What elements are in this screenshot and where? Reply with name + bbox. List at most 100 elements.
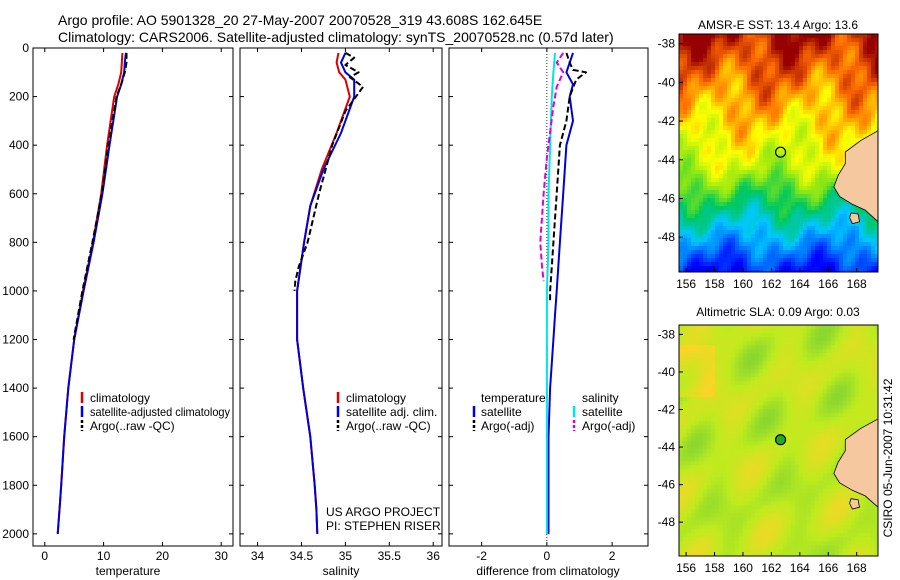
legend-header-salinity: salinity: [582, 391, 619, 405]
x-tick-label: 35: [339, 549, 353, 563]
y-tick-label: 600: [9, 187, 29, 201]
lat-tick-label: -44: [658, 440, 676, 454]
y-tick-label: 1200: [2, 333, 29, 347]
sst-map-lon-axis: 156 158 160 162 164 166 168: [676, 268, 867, 291]
lon-tick-label: 168: [847, 277, 867, 291]
new-zealand-land: [833, 130, 878, 223]
sla-map-lat-axis: -38 -40 -42 -44 -46 -48: [658, 327, 683, 529]
lat-tick-label: -38: [658, 327, 676, 341]
sst-heatmap: [679, 34, 878, 272]
lon-tick-label: 158: [705, 277, 725, 291]
lon-tick-label: 156: [676, 561, 696, 575]
lon-tick-label: 164: [790, 277, 810, 291]
salinity-x-axis: 34 34.5 35 35.5 36: [251, 48, 440, 563]
legend-label-argo: Argo(..raw -QC): [346, 419, 431, 433]
x-tick-label: 0: [544, 549, 551, 563]
x-tick-label: 0: [41, 549, 48, 563]
lon-tick-label: 158: [705, 561, 725, 575]
lat-tick-label: -40: [658, 75, 676, 89]
argo-float-position-marker: [774, 434, 787, 446]
new-zealand-land: [833, 418, 878, 508]
y-tick-label: 200: [9, 90, 29, 104]
y-tick-label: 0: [22, 41, 29, 55]
difference-panel: -2 0 2 difference from climatology tempera…: [448, 47, 649, 578]
salinity-legend: climatology satellite adj. clim. Argo(..…: [336, 391, 437, 433]
difference-xlabel: difference from climatology: [476, 564, 619, 578]
salinity-y-ticks: [240, 47, 442, 535]
x-tick-label: 34: [251, 549, 265, 563]
csiro-timestamp: CSIRO 05-Jun-2007 10:31:42: [881, 378, 895, 537]
figure-title-line2: Climatology: CARS2006. Satellite-adjuste…: [58, 29, 614, 45]
lat-tick-label: -44: [658, 153, 676, 167]
lat-tick-label: -38: [658, 37, 676, 51]
salinity-xlabel: salinity: [323, 564, 360, 578]
figure-title-line1: Argo profile: AO 5901328_20 27-May-2007 …: [58, 12, 543, 28]
sla-map-lon-axis: 156 158 160 162 164 166 168: [676, 552, 867, 575]
sst-map-panel: AMSR-E SST: 13.4 Argo: 13.6 -38 -40 -42 -44…: [658, 18, 879, 291]
legend-header-temperature: temperature: [481, 391, 546, 405]
y-tick-label: 400: [9, 138, 29, 152]
legend-label-satellite: satellite-adjusted climatology: [90, 405, 230, 419]
difference-x-axis: -2 0 2: [476, 48, 616, 563]
salinity-panel: 34 34.5 35 35.5 36 salinity climatology sate…: [239, 47, 443, 578]
lon-tick-label: 162: [761, 561, 781, 575]
series-line-temperature-argo: [549, 52, 587, 304]
lon-tick-label: 160: [733, 561, 753, 575]
sst-map-title: AMSR-E SST: 13.4 Argo: 13.6: [698, 18, 858, 32]
x-tick-label: 30: [215, 549, 229, 563]
legend-label-temp-satellite: satellite: [481, 405, 522, 419]
difference-y-ticks: [449, 47, 648, 535]
project-name: US ARGO PROJECT: [326, 505, 441, 519]
temperature-xlabel: temperature: [96, 564, 161, 578]
project-pi: PI: STEPHEN RISER: [326, 519, 441, 533]
stewart-island-land: [849, 498, 860, 510]
y-tick-label: 1800: [2, 478, 29, 492]
y-tick-label: 800: [9, 235, 29, 249]
lat-tick-label: -40: [658, 365, 676, 379]
lon-tick-label: 156: [676, 277, 696, 291]
series-line-satellite-adj-clim-: [296, 52, 356, 534]
y-tick-label: 1000: [2, 284, 29, 298]
legend-label-argo: Argo(..raw -QC): [90, 419, 175, 433]
legend-label-sal-satellite: satellite: [582, 405, 623, 419]
lon-tick-label: 166: [818, 561, 838, 575]
x-tick-label: 20: [156, 549, 170, 563]
series-line-temperature-satellite: [547, 52, 574, 534]
sla-map-frame: [678, 324, 879, 557]
y-tick-label: 2000: [2, 527, 29, 541]
legend-label-climatology: climatology: [90, 391, 150, 405]
lat-tick-label: -46: [658, 191, 676, 205]
legend-label-climatology: climatology: [346, 391, 406, 405]
temperature-axes-frame: [32, 47, 234, 547]
x-tick-label: -2: [476, 549, 487, 563]
temperature-y-axis: 0 200 400 600 800 1000 1200 1400 1600 1800 2000: [2, 41, 233, 541]
lon-tick-label: 162: [761, 277, 781, 291]
series-line-argo: [293, 52, 364, 291]
x-tick-label: 2: [609, 549, 616, 563]
stewart-island-land: [849, 212, 860, 225]
series-line-salinity-argo: [539, 52, 565, 282]
sst-map-frame: [678, 33, 879, 273]
temperature-x-axis: 0 10 20 30: [41, 48, 228, 563]
legend-label-temp-argo: Argo(-adj): [481, 419, 534, 433]
lat-tick-label: -42: [658, 403, 676, 417]
lat-tick-label: -46: [658, 478, 676, 492]
lon-tick-label: 160: [733, 277, 753, 291]
difference-legend: temperature satellite Argo(-adj) salinit…: [472, 391, 635, 433]
lon-tick-label: 166: [818, 277, 838, 291]
x-tick-label: 34.5: [290, 549, 314, 563]
sst-map-lat-axis: -38 -40 -42 -44 -46 -48: [658, 37, 683, 244]
legend-label-satellite: satellite adj. clim.: [346, 405, 437, 419]
sla-map-title: Altimetric SLA: 0.09 Argo: 0.03: [696, 305, 860, 319]
y-tick-label: 1600: [2, 430, 29, 444]
y-tick-label: 1400: [2, 381, 29, 395]
series-line-salinity-satellite: [545, 52, 556, 534]
temperature-legend: climatology satellite-adjusted climatolo…: [80, 391, 230, 433]
x-tick-label: 36: [427, 549, 441, 563]
lat-tick-label: -48: [658, 515, 676, 529]
temperature-panel: 0 200 400 600 800 1000 1200 1400 1600 1800 2000 0 1…: [2, 41, 234, 578]
x-tick-label: 10: [97, 549, 111, 563]
legend-label-sal-argo: Argo(-adj): [582, 419, 635, 433]
lon-tick-label: 164: [790, 561, 810, 575]
